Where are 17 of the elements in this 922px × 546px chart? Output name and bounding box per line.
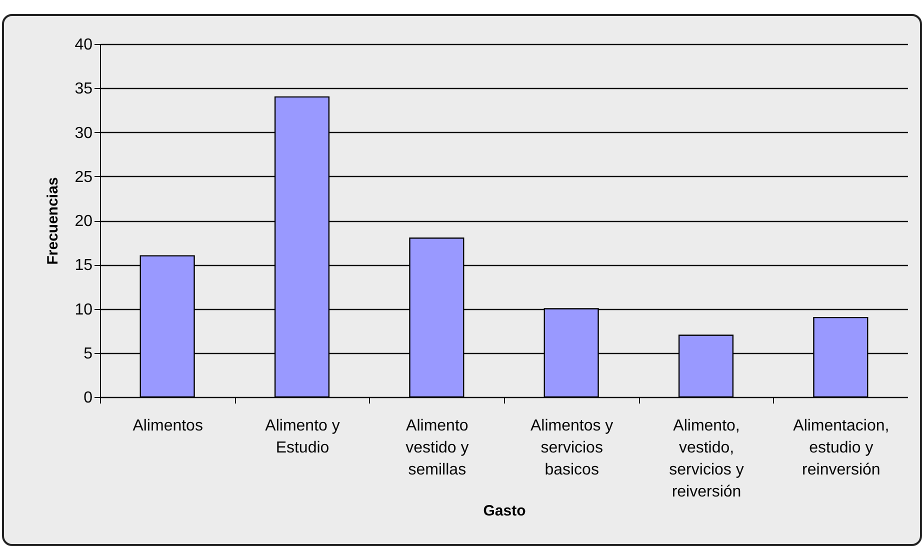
x-tick-label: Alimento, vestido, servicios y reiversión [669,418,744,500]
y-tick-label: 5 [84,345,93,362]
y-tick-label: 15 [74,257,93,274]
x-axis-title: Gasto [483,502,526,520]
y-tick-label: 20 [74,213,93,230]
x-tick-label: Alimento vestido y semillas [406,418,469,478]
x-tick-label: Alimentos [132,418,203,434]
y-tick-label: 25 [74,168,93,186]
y-tick-label: 0 [84,390,93,406]
y-tick-label: 10 [74,301,93,318]
y-axis-title: Frecuencias [44,177,62,265]
x-tick-label: Alimentacion, estudio y reinversión [793,418,890,478]
x-tick-label: Alimentos y servicios basicos [530,418,614,478]
x-tick-label: Alimento y Estudio [265,418,340,456]
y-tick-label: 35 [74,80,93,98]
y-tick-label: 40 [74,36,93,54]
y-tick-label: 30 [74,124,93,142]
